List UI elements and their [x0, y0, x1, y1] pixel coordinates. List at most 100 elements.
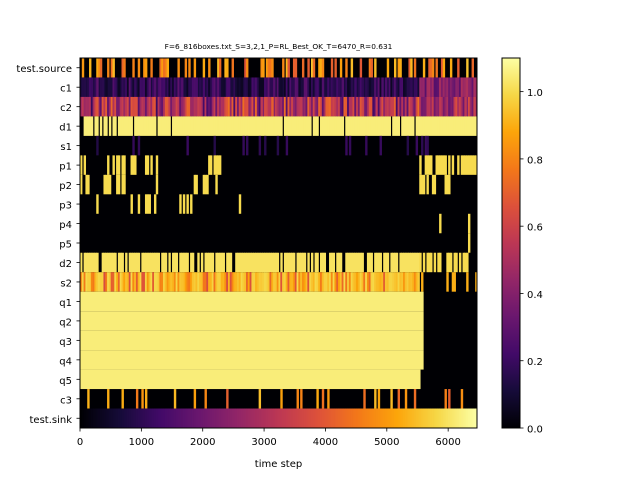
- heatmap-cell: [200, 272, 204, 293]
- heatmap-cell: [256, 116, 260, 137]
- heatmap-row-q2: [80, 311, 477, 332]
- heatmap-cell: [412, 272, 415, 293]
- heatmap-cell: [148, 116, 151, 137]
- heatmap-cell: [153, 116, 157, 137]
- heatmap-cell: [433, 116, 437, 137]
- heatmap-cell: [404, 272, 408, 293]
- heatmap-cell: [375, 77, 379, 98]
- heatmap-cell: [141, 252, 144, 273]
- heatmap-cell: [94, 77, 97, 98]
- heatmap-cell: [96, 252, 99, 273]
- x-tick-label: 3000: [251, 437, 276, 448]
- heatmap-cell: [233, 96, 236, 117]
- plot-area: [80, 58, 477, 428]
- heatmap-cell: [163, 96, 166, 117]
- heatmap-cell: [439, 96, 442, 117]
- heatmap-cell: [460, 389, 464, 410]
- heatmap-cell: [392, 408, 395, 428]
- heatmap-cell: [388, 77, 391, 98]
- heatmap-cell: [347, 77, 350, 98]
- heatmap-cell: [229, 408, 233, 428]
- heatmap-cell: [285, 116, 289, 137]
- heatmap-cell: [330, 272, 334, 293]
- heatmap-cell: [442, 77, 446, 98]
- heatmap-cell: [114, 408, 117, 428]
- heatmap-cell: [294, 116, 298, 137]
- heatmap-cell: [188, 116, 191, 137]
- heatmap-cell: [365, 96, 368, 117]
- heatmap-cell: [159, 96, 162, 117]
- heatmap-cell: [172, 408, 175, 428]
- heatmap-cell: [193, 58, 197, 78]
- heatmap-cell: [90, 116, 94, 137]
- heatmap-cell: [269, 77, 272, 98]
- heatmap-cell: [90, 272, 94, 293]
- heatmap-cell: [384, 252, 388, 273]
- heatmap-cell: [244, 272, 247, 293]
- heatmap-cell: [157, 252, 160, 273]
- heatmap-cell: [199, 272, 202, 293]
- heatmap-cell: [143, 77, 146, 98]
- heatmap-cell: [101, 408, 105, 428]
- heatmap-cell: [90, 77, 94, 98]
- heatmap-cell: [197, 408, 200, 428]
- heatmap-cell: [323, 252, 327, 273]
- heatmap-cell: [247, 408, 251, 428]
- heatmap-cell: [448, 77, 451, 98]
- heatmap-cell: [439, 155, 442, 176]
- heatmap-cell: [390, 389, 393, 410]
- heatmap-cell: [190, 408, 193, 428]
- heatmap-cell: [262, 272, 265, 293]
- heatmap-cell: [446, 174, 449, 195]
- heatmap-cell: [226, 408, 229, 428]
- heatmap-cell: [246, 272, 249, 293]
- heatmap-cell: [475, 155, 477, 176]
- heatmap-cell: [413, 408, 417, 428]
- heatmap-cell: [231, 272, 234, 293]
- heatmap-cell: [433, 96, 437, 117]
- heatmap-cell: [220, 116, 224, 137]
- heatmap-cell: [312, 408, 316, 428]
- heatmap-cell: [220, 77, 224, 98]
- heatmap-cell: [415, 96, 419, 117]
- heatmap-cell: [213, 272, 216, 293]
- heatmap-cell: [294, 96, 298, 117]
- heatmap-cell: [449, 77, 453, 98]
- y-tick-label: c1: [60, 84, 72, 95]
- heatmap-cell: [381, 408, 384, 428]
- heatmap-cell: [314, 116, 317, 137]
- heatmap-cell: [359, 96, 363, 117]
- heatmap-cell: [87, 116, 90, 137]
- heatmap-cell: [345, 58, 348, 78]
- heatmap-cell: [246, 408, 249, 428]
- heatmap-cell: [170, 77, 173, 98]
- heatmap-cell: [144, 155, 148, 176]
- heatmap-cell: [101, 96, 105, 117]
- heatmap-cell: [255, 116, 258, 137]
- heatmap-cell: [80, 291, 424, 312]
- heatmap-cell: [121, 252, 124, 273]
- heatmap-cell: [215, 408, 218, 428]
- heatmap-cell: [320, 116, 323, 137]
- heatmap-cell: [186, 408, 189, 428]
- heatmap-cell: [430, 252, 433, 273]
- heatmap-cell: [213, 135, 216, 156]
- heatmap-cell: [406, 96, 410, 117]
- heatmap-cell: [173, 408, 177, 428]
- heatmap-cell: [258, 96, 262, 117]
- heatmap-cell: [280, 96, 283, 117]
- heatmap-cell: [451, 272, 455, 293]
- heatmap-cell: [146, 408, 150, 428]
- heatmap-cell: [249, 252, 253, 273]
- heatmap-cell: [99, 96, 103, 117]
- heatmap-cell: [348, 408, 352, 428]
- heatmap-cell: [126, 408, 130, 428]
- heatmap-cell: [406, 135, 410, 156]
- heatmap-cell: [316, 77, 319, 98]
- heatmap-cell: [408, 252, 411, 273]
- heatmap-cell: [184, 58, 188, 78]
- heatmap-cell: [208, 252, 211, 273]
- heatmap-cell: [336, 252, 339, 273]
- heatmap-cell: [440, 408, 444, 428]
- heatmap-cell: [271, 272, 274, 293]
